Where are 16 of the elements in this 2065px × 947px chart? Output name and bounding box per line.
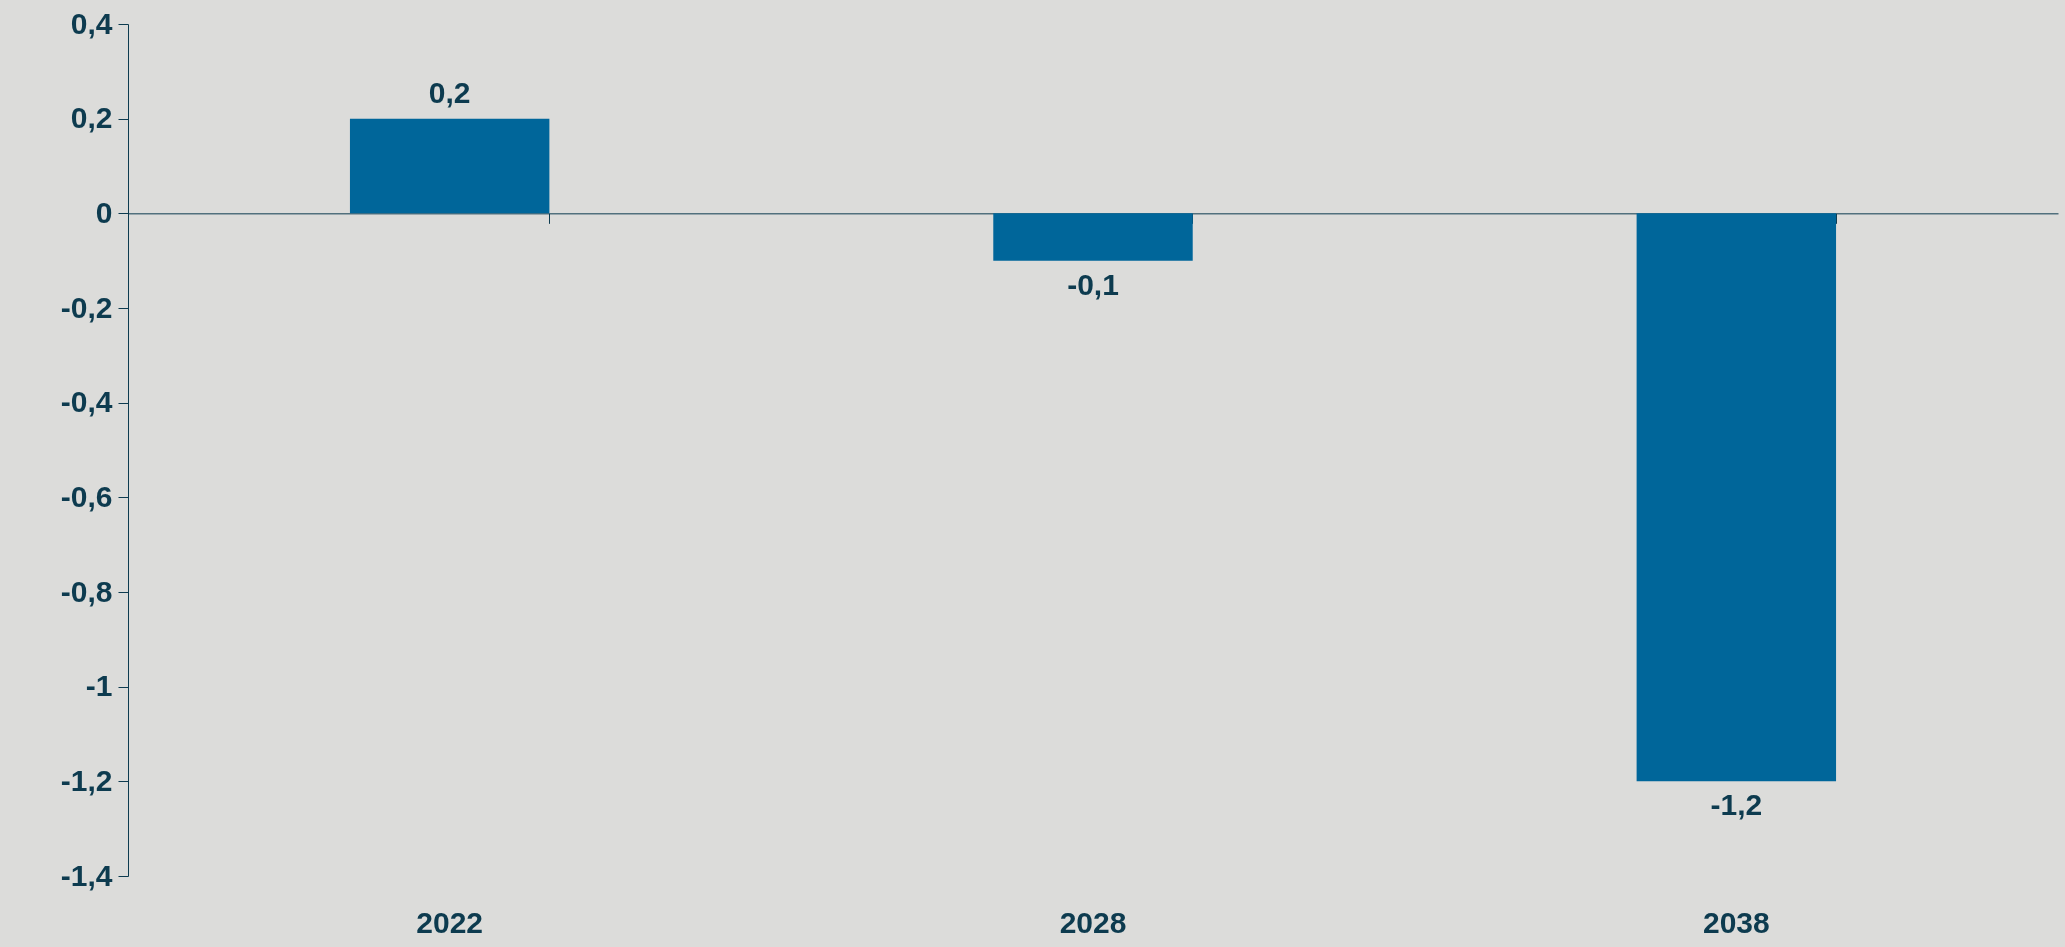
y-tick-label: 0,2 <box>70 101 113 135</box>
y-tick-label: -1,4 <box>60 858 113 892</box>
y-tick-label: -1,2 <box>60 763 113 797</box>
x-tick-label: 2022 <box>416 905 484 939</box>
x-tick-label: 2028 <box>1059 905 1127 939</box>
y-tick-label: 0 <box>95 195 113 229</box>
y-tick-label: -1 <box>85 669 113 703</box>
y-tick-label: -0,8 <box>60 574 113 608</box>
y-tick-label: -0,4 <box>60 385 113 419</box>
y-tick-label: -0,2 <box>60 290 113 324</box>
data-label: -1,2 <box>1710 788 1763 822</box>
data-label: -0,1 <box>1067 267 1119 301</box>
y-tick-label: 0,4 <box>70 6 113 40</box>
x-tick-label: 2038 <box>1702 905 1770 939</box>
y-tick-label: -0,6 <box>60 479 113 513</box>
data-label: 0,2 <box>428 75 471 109</box>
